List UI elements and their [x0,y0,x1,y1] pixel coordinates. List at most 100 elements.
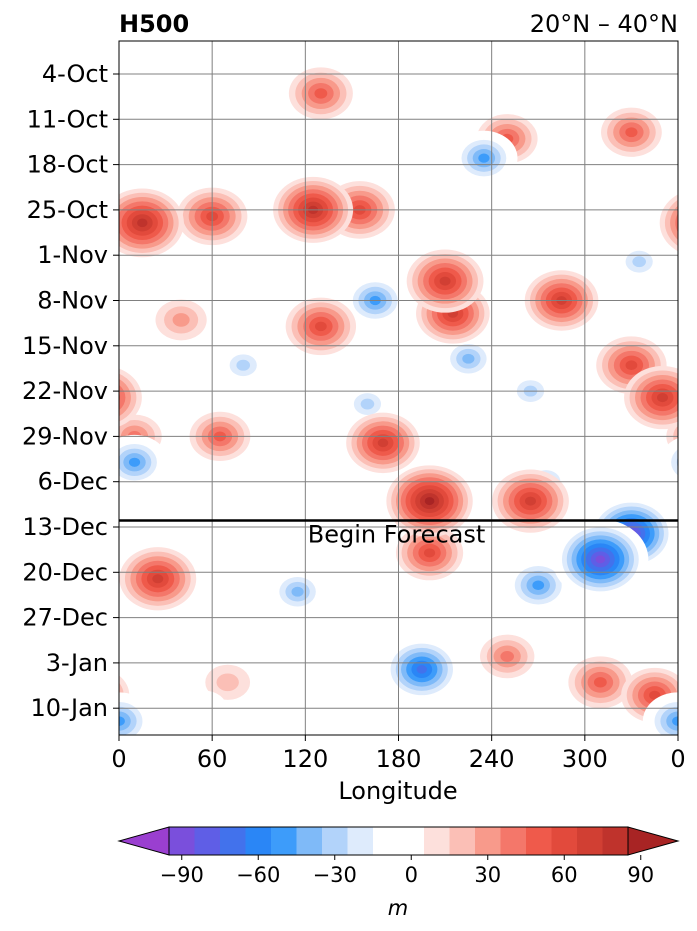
chart-title-right: 20°N – 40°N [530,10,678,38]
anomaly-feature-21 [450,130,518,186]
colorbar-segment [245,827,272,855]
anomaly-contour [172,313,190,327]
anomaly-contour [152,574,164,584]
anomaly-contour [595,555,606,564]
anomaly-contour [462,353,475,364]
colorbar-segment [322,827,348,855]
y-tick-label: 6-Dec [38,468,108,496]
colorbar-tick-label: −90 [160,863,204,887]
anomaly-contour [593,677,607,688]
y-tick-label: 27-Dec [22,604,108,632]
forecast-label: Begin Forecast [308,521,486,549]
anomaly-contour [625,127,638,138]
anomaly-feature-27 [119,692,678,735]
colorbar-segment [296,827,323,855]
anomaly-feature-32 [119,365,678,430]
y-tick-label: 11-Oct [27,105,108,133]
anomaly-contour [680,206,697,240]
anomaly-feature-8 [216,343,271,388]
anomaly-contour [0,474,4,528]
anomaly-feature-4 [479,634,535,679]
colorbar-extend-min [117,826,170,856]
anomaly-contour [67,360,79,370]
anomaly-contour [0,296,8,305]
colorbar-segment [373,827,399,855]
anomaly-contour [672,716,678,726]
anomaly-feature-31 [406,249,484,313]
anomaly-feature-33 [0,469,569,533]
anomaly-contour [686,210,697,236]
x-tick-label: 240 [469,745,515,773]
anomaly-contour [424,497,435,506]
colorbar-tick-label: 0 [405,863,418,887]
anomaly-contour [649,690,661,700]
colorbar-segment [347,827,374,855]
y-tick-label: 25-Oct [27,196,108,224]
anomaly-contour [119,716,125,726]
colorbar-tick-label: 90 [627,863,654,887]
colorbar-segment [551,827,578,855]
colorbar-frame [168,826,629,856]
x-tick-label: 60 [197,745,228,773]
x-axis-label: Longitude [338,777,457,805]
y-tick-label: 1-Nov [37,241,108,269]
colorbar-segment [449,827,476,855]
y-tick-label: 3-Jan [46,649,108,677]
anomaly-contour [236,359,251,371]
anomaly-feature-25 [285,297,357,356]
anomaly-feature-6 [611,239,667,284]
anomaly-contour [314,321,327,332]
colorbar-segment [602,827,629,855]
anomaly-contour [0,275,34,327]
x-tick-label: 120 [282,745,328,773]
anomaly-contour [0,288,18,314]
y-tick-label: 13-Dec [22,513,108,541]
anomaly-contour [0,279,29,322]
anomaly-contour [678,547,697,610]
anomaly-contour [35,677,48,687]
anomaly-contour [0,464,9,499]
anomaly-contour [689,556,697,601]
anomaly-contour [670,205,678,240]
colorbar-segment [398,827,425,855]
y-tick-label: 22-Nov [22,377,108,405]
anomaly-contour [680,426,697,448]
x-tick-label: 0 [670,745,685,773]
anomaly-feature-0 [205,664,251,700]
anomaly-contour [0,566,3,604]
colorbar-segment [169,827,195,855]
colorbar: −90 −60 −30 0 30 60 90 [117,826,680,887]
anomaly-feature-14 [437,334,499,384]
anomaly-contour [676,457,678,468]
y-tick-label: 4-Oct [42,60,108,88]
anomaly-feature-13 [267,567,328,617]
colorbar-tick-label: 60 [551,863,578,887]
anomaly-contour [0,470,10,533]
colorbar-segment [475,827,501,855]
anomaly-contour [691,214,697,231]
colorbar-segment [271,827,297,855]
x-tick-label: 0 [111,745,126,773]
y-axis-ticks: 4-Oct 11-Oct 18-Oct 25-Oct 1-Nov 8-Nov 15-Nov 2… [22,60,119,722]
anomaly-contour [439,276,451,286]
colorbar-tick-label: −60 [236,863,280,887]
colorbar-tick-label: 30 [474,863,501,887]
colorbar-segment [424,827,450,855]
anomaly-contour [314,88,328,99]
anomaly-contour [687,431,697,442]
anomaly-feature-12 [601,107,662,157]
anomaly-contour [656,393,668,403]
anomaly-contour [500,650,514,662]
anomaly-contour [423,548,436,558]
anomaly-feature-30 [346,412,420,474]
colorbar-segment [526,827,552,855]
colorbar-segment [194,827,221,855]
anomaly-feature-40 [552,519,649,600]
y-tick-label: 8-Nov [37,287,108,315]
anomaly-contour [0,470,1,493]
anomaly-contour [671,449,678,476]
y-tick-label: 15-Nov [22,332,108,360]
x-axis-ticks: 0 60 120 180 240 300 0 [111,735,686,773]
colorbar-label: m [388,896,408,920]
anomaly-contour [0,270,39,330]
